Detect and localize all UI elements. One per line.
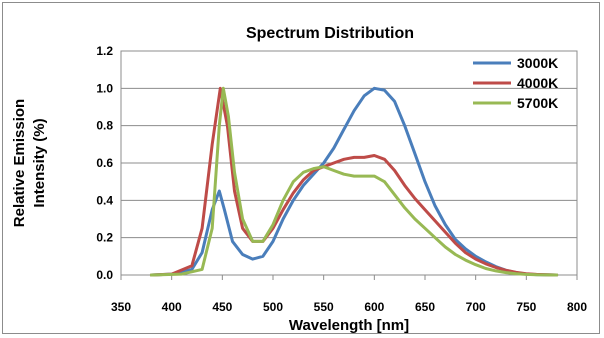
x-tick-label: 350 [111,300,131,314]
y-tick-label: 1.0 [96,81,113,95]
chart-frame [2,2,600,334]
series-line-4000K [149,86,559,277]
x-tick-label: 600 [364,300,384,314]
x-tick-label: 800 [567,300,587,314]
y-axis-ticks: 0.0 0.2 0.4 0.6 0.8 1.0 1.2 [96,44,113,282]
y-tick-label: 0.4 [96,193,113,207]
legend-label-5700K: 5700K [517,95,558,111]
legend-label-4000K: 4000K [517,75,558,91]
series-lines [149,86,559,277]
x-axis-ticks: 350 400 450 500 550 600 650 700 750 800 [111,275,587,314]
y-tick-label: 0.2 [96,231,113,245]
x-tick-label: 500 [263,300,283,314]
x-axis-label: Wavelength [nm] [289,317,409,334]
legend-label-3000K: 3000K [517,55,558,71]
y-tick-label: 0.6 [96,156,113,170]
y-tick-label: 1.2 [96,44,113,58]
y-axis-label-line-1: Relative Emission [11,99,28,227]
x-tick-label: 550 [314,300,334,314]
x-tick-label: 650 [415,300,435,314]
y-tick-label: 0.0 [96,268,113,282]
legend: 3000K 4000K 5700K [473,55,558,111]
y-tick-label: 0.8 [96,119,113,133]
x-tick-label: 400 [162,300,182,314]
x-tick-label: 750 [516,300,536,314]
y-axis-label-line-2: Intensity (%) [31,118,48,207]
x-tick-label: 450 [212,300,232,314]
chart-title: Spectrum Distribution [246,25,414,42]
series-line-5700K [149,86,559,277]
series-line-3000K [149,86,559,277]
grid-lines [121,50,577,276]
x-tick-label: 700 [466,300,486,314]
